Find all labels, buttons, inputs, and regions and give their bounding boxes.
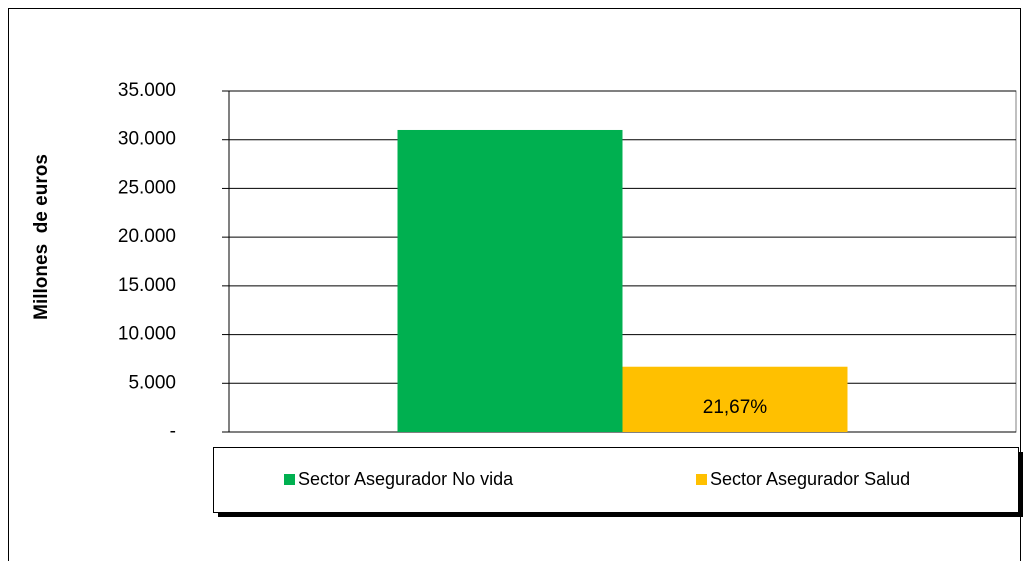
bar xyxy=(622,366,848,432)
legend-swatch xyxy=(696,474,707,485)
y-tick-label: 10.000 xyxy=(118,324,176,345)
y-tick-label: 5.000 xyxy=(128,372,176,393)
annotation: 21,67% xyxy=(703,397,768,418)
legend-label: Sector Asegurador Salud xyxy=(710,469,910,489)
y-tick-label: 25.000 xyxy=(118,177,176,198)
y-tick-label: - xyxy=(170,421,176,442)
y-tick-label: 30.000 xyxy=(118,129,176,150)
y-axis-label: Millones de euros xyxy=(31,154,52,320)
legend-swatch xyxy=(284,474,295,485)
y-tick-label: 20.000 xyxy=(118,226,176,247)
bar xyxy=(397,129,623,432)
legend xyxy=(213,447,1019,513)
legend-label: Sector Asegurador No vida xyxy=(298,469,514,489)
y-tick-label: 15.000 xyxy=(118,275,176,296)
y-tick-label: 35.000 xyxy=(118,80,176,101)
